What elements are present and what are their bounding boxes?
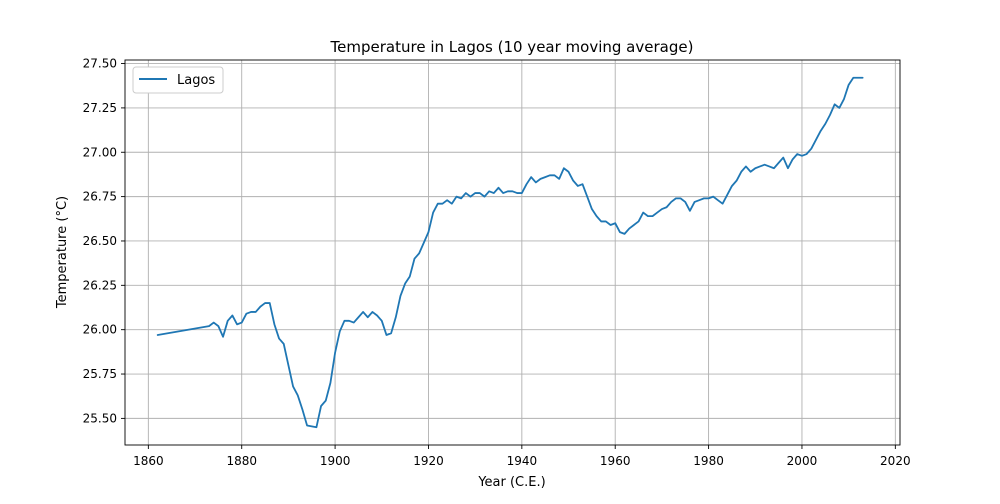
y-tick-label: 27.25 <box>83 101 117 115</box>
x-tick-label: 2000 <box>787 454 818 468</box>
y-tick-label: 25.75 <box>83 367 117 381</box>
legend-entry-lagos: Lagos <box>177 73 215 88</box>
y-tick-label: 27.00 <box>83 145 117 159</box>
y-tick-label: 27.50 <box>83 57 117 71</box>
legend-box <box>132 66 224 94</box>
x-tick-label: 2020 <box>880 454 911 468</box>
series-line-lagos <box>156 76 864 429</box>
x-tick-label: 1960 <box>600 454 631 468</box>
chart-title: Temperature in Lagos (10 year moving ave… <box>330 38 694 56</box>
series-layer <box>156 76 864 429</box>
y-tick-label: 26.25 <box>83 278 117 292</box>
y-tick-label: 26.50 <box>83 234 117 248</box>
y-tick-label: 26.75 <box>83 190 117 204</box>
x-tick-label: 1900 <box>320 454 351 468</box>
plot-frame <box>124 59 901 446</box>
y-tick-label: 25.50 <box>83 411 117 425</box>
x-tick-label: 1860 <box>133 454 164 468</box>
x-tick-label: 1980 <box>693 454 724 468</box>
axis-ticks: 1860 1880 1900 1920 1940 1960 1980 2000 2020 25.5… <box>83 57 911 468</box>
grid-lines <box>125 60 900 445</box>
x-tick-label: 1920 <box>413 454 444 468</box>
legend: Lagos <box>132 66 224 94</box>
x-axis-label: Year (C.E.) <box>477 475 545 490</box>
x-tick-label: 1880 <box>226 454 257 468</box>
y-tick-label: 26.00 <box>83 323 117 337</box>
y-axis-label: Temperature (°C) <box>55 196 70 309</box>
x-tick-label: 1940 <box>507 454 538 468</box>
